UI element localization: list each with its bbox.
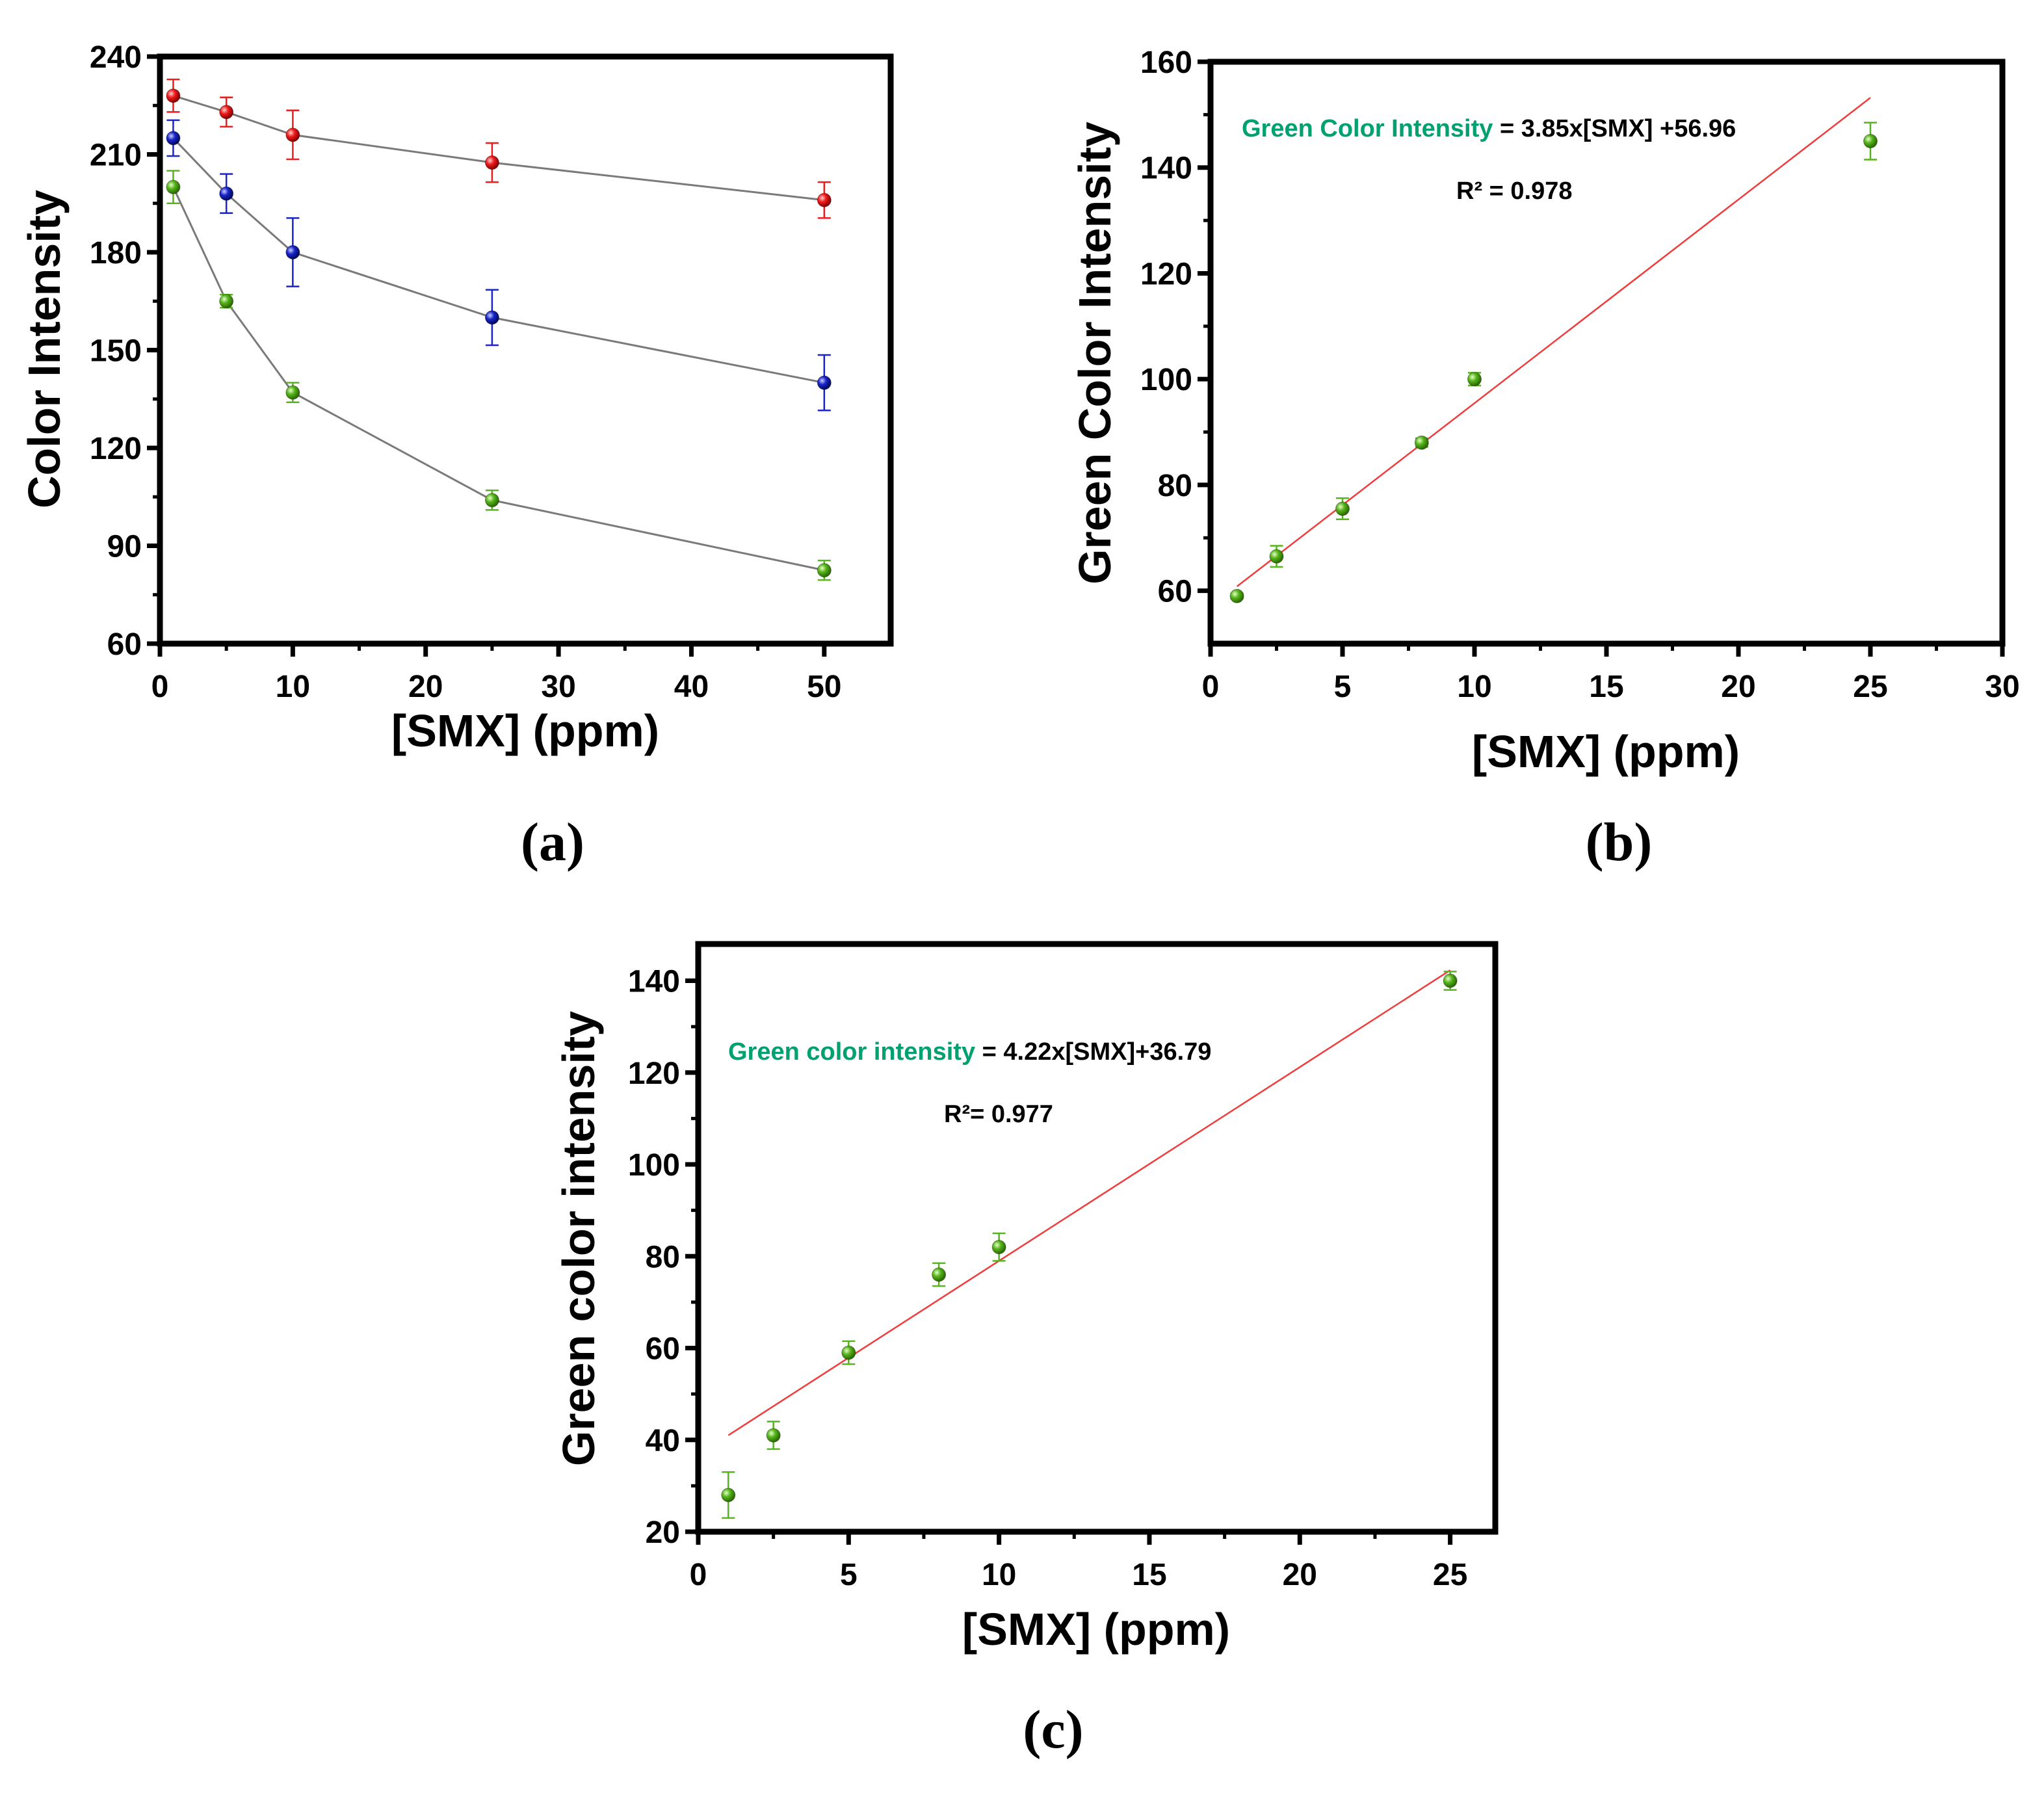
chart-c-x-tick-label: 20 <box>1283 1558 1317 1592</box>
chart-b-x-tick-label: 0 <box>1202 670 1220 704</box>
chart-a-series-red-point <box>484 155 499 170</box>
chart-a-x-tick-label: 20 <box>408 670 443 704</box>
chart-c-y-tick-label: 100 <box>628 1148 680 1183</box>
chart-c-series-green-point <box>932 1267 947 1282</box>
chart-c-series-green-point <box>991 1240 1006 1255</box>
chart-b-plot-area: 0 5 10 15 20 25 30 60 80 100 120 140 160 <box>1140 46 2020 704</box>
chart-c-x-tick-label: 15 <box>1132 1558 1166 1592</box>
chart-a-series-blue-point <box>285 245 300 259</box>
chart-a: 0 10 20 30 40 50 60 90 120 150 180 210 240 [SMX] (pp… <box>19 40 894 872</box>
chart-b-frame <box>1207 59 2006 647</box>
chart-a-plot-area: 0 10 20 30 40 50 60 90 120 150 180 210 240 <box>90 40 894 704</box>
chart-a-series-blue-point <box>166 131 181 146</box>
chart-a-series-blue-line <box>172 137 825 384</box>
chart-a-x-tick-label: 10 <box>276 670 310 704</box>
chart-c-y-tick-label: 20 <box>646 1515 680 1550</box>
chart-c-y-axis-title: Green color intensity <box>553 1011 604 1466</box>
chart-b-x-tick-label: 5 <box>1334 670 1352 704</box>
chart-a-series-red-point <box>166 88 181 103</box>
chart-c-x-axis-title: [SMX] (ppm) <box>962 1604 1230 1655</box>
chart-a-y-tick-label: 120 <box>90 432 142 466</box>
chart-c-y-tick-label: 60 <box>646 1332 680 1367</box>
chart-c-y-tick-label: 80 <box>646 1240 680 1274</box>
chart-b-x-tick-label: 20 <box>1721 670 1755 704</box>
chart-a-series-red-line <box>172 94 824 202</box>
chart-b-y-tick-label: 100 <box>1140 363 1192 397</box>
chart-b-series-green-point <box>1269 549 1284 564</box>
chart-a-series-blue-point <box>484 310 499 325</box>
chart-c-y-tick-label: 140 <box>628 965 680 999</box>
chart-a-series-red-point <box>817 192 832 207</box>
chart-c-y-tick-label: 40 <box>646 1424 680 1458</box>
chart-a-series-green-point <box>484 493 499 508</box>
chart-a-x-tick-label: 40 <box>674 670 709 704</box>
chart-b-y-tick-label: 140 <box>1140 151 1192 186</box>
chart-b-x-axis-title: [SMX] (ppm) <box>1472 726 1740 777</box>
chart-a-x-tick-label: 30 <box>541 670 575 704</box>
chart-a-series-green-line <box>172 187 825 571</box>
chart-b-y-tick-label: 160 <box>1140 46 1192 80</box>
chart-b-y-tick-label: 120 <box>1140 257 1192 291</box>
chart-b-series-green-point <box>1467 372 1482 387</box>
chart-a-series-blue-point <box>817 375 832 390</box>
chart-a-y-tick-label: 90 <box>107 530 142 564</box>
chart-b: 0 5 10 15 20 25 30 60 80 100 120 140 160 [SMX] (ppm)… <box>1069 46 2020 872</box>
chart-a-y-tick-label: 210 <box>90 138 142 173</box>
chart-b-equation-formula: = 3.85x[SMX] +56.96 <box>1493 115 1736 142</box>
chart-b-series-green-point <box>1229 588 1244 603</box>
chart-c-x-tick-label: 10 <box>982 1558 1016 1592</box>
chart-b-x-tick-label: 15 <box>1589 670 1623 704</box>
chart-a-panel-label: (a) <box>521 812 584 872</box>
chart-b-y-tick-label: 60 <box>1158 575 1192 609</box>
chart-a-x-tick-label: 50 <box>807 670 841 704</box>
chart-a-x-axis-title: [SMX] (ppm) <box>391 705 659 756</box>
chart-a-frame <box>157 53 894 647</box>
chart-c-x-tick-label: 5 <box>840 1558 858 1592</box>
chart-a-series-green-point <box>219 294 234 309</box>
chart-b-x-tick-label: 10 <box>1457 670 1491 704</box>
chart-c-panel-label: (c) <box>1023 1699 1083 1760</box>
chart-a-y-tick-label: 240 <box>90 40 142 75</box>
chart-c-frame <box>695 941 1499 1535</box>
chart-a-series-green-point <box>817 563 832 578</box>
chart-a-series-red-point <box>285 127 300 142</box>
chart-c-series-green-point <box>766 1428 781 1443</box>
chart-a-series-blue-point <box>219 186 234 201</box>
chart-c-y-tick-label: 120 <box>628 1056 680 1091</box>
chart-b-x-tick-label: 25 <box>1853 670 1887 704</box>
chart-c-equation-label: Green color intensity <box>728 1038 975 1066</box>
chart-b-series-green-point <box>1335 501 1350 516</box>
chart-b-y-axis-title: Green Color Intensity <box>1069 122 1120 584</box>
chart-c-equation-formula: = 4.22x[SMX]+36.79 <box>975 1038 1211 1066</box>
chart-b-fit-line <box>1236 97 1871 588</box>
chart-b-series-green-point <box>1414 435 1429 450</box>
chart-c-series-green-point <box>841 1345 856 1360</box>
chart-c-plot-area: 0 5 10 15 20 25 20 40 60 80 100 120 140 <box>628 941 1499 1592</box>
chart-a-series-red-point <box>219 105 234 120</box>
chart-c-r2: R²= 0.977 <box>944 1101 1053 1128</box>
chart-c-x-tick-label: 0 <box>690 1558 707 1592</box>
chart-b-r2: R² = 0.978 <box>1456 177 1573 205</box>
chart-c-series-green-point <box>1443 973 1458 988</box>
chart-a-series-green-point <box>285 385 300 400</box>
chart-a-y-axis-title: Color Intensity <box>19 190 70 508</box>
chart-c-equation: Green color intensity = 4.22x[SMX]+36.79 <box>728 1038 1211 1066</box>
chart-a-y-tick-label: 150 <box>90 334 142 369</box>
chart-b-equation-label: Green Color Intensity <box>1242 115 1493 142</box>
chart-a-x-tick-label: 0 <box>151 670 169 704</box>
chart-b-x-tick-label: 30 <box>1985 670 2019 704</box>
chart-c-series-green-point <box>721 1488 736 1502</box>
chart-a-series-green-point <box>166 179 181 194</box>
chart-b-y-tick-label: 80 <box>1158 469 1192 503</box>
chart-b-series-green-point <box>1863 134 1878 149</box>
chart-b-panel-label: (b) <box>1586 812 1653 872</box>
chart-b-equation: Green Color Intensity = 3.85x[SMX] +56.9… <box>1242 115 1736 142</box>
chart-a-y-tick-label: 180 <box>90 236 142 270</box>
chart-c-x-tick-label: 25 <box>1433 1558 1467 1592</box>
chart-a-y-tick-label: 60 <box>107 627 142 662</box>
